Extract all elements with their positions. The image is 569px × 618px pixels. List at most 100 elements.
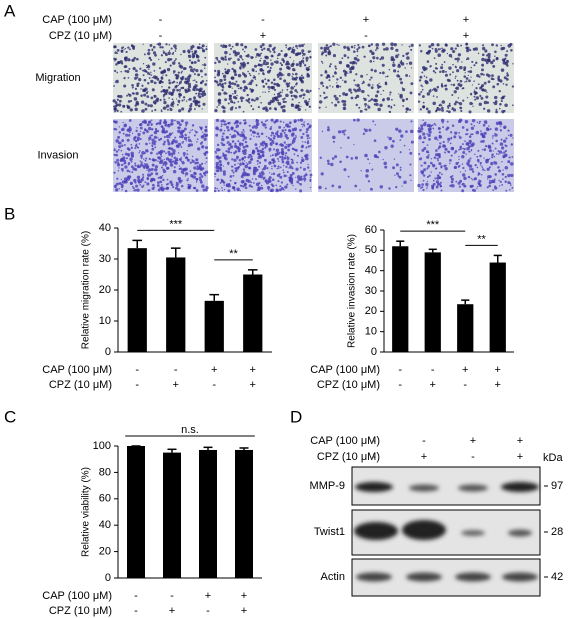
cell <box>224 58 228 61</box>
cell <box>447 107 450 109</box>
cell <box>419 135 422 138</box>
cell <box>309 186 312 189</box>
cell <box>182 96 186 99</box>
cell <box>370 68 374 72</box>
cell <box>229 142 232 146</box>
cell <box>437 53 442 57</box>
cell <box>434 167 437 170</box>
cell <box>230 151 233 154</box>
cell <box>232 141 234 143</box>
cell <box>258 165 261 168</box>
cell <box>459 65 463 70</box>
cell <box>257 105 260 109</box>
cell <box>140 88 142 90</box>
condition-state: + <box>470 435 476 447</box>
cell <box>186 158 190 162</box>
cell <box>408 61 413 65</box>
cell <box>263 47 266 50</box>
cell <box>282 59 286 63</box>
cell <box>178 109 182 113</box>
cell <box>200 90 203 92</box>
cell <box>246 61 250 65</box>
cell <box>179 65 184 69</box>
cell <box>498 179 500 182</box>
cell <box>216 73 221 77</box>
cell <box>197 59 200 62</box>
cell <box>503 76 507 80</box>
cell <box>282 169 284 171</box>
cell <box>149 58 153 62</box>
cell <box>205 45 208 48</box>
cell <box>493 178 496 181</box>
cell <box>139 150 141 152</box>
cell <box>179 97 181 99</box>
cell <box>177 71 180 74</box>
cell <box>118 181 122 186</box>
condition-state: - <box>135 379 139 391</box>
cell <box>282 121 285 124</box>
cell <box>426 133 428 135</box>
cell <box>246 99 250 103</box>
cell <box>280 151 285 155</box>
cell <box>118 131 121 134</box>
cell <box>459 147 462 150</box>
cell <box>468 150 470 153</box>
cell <box>217 84 220 87</box>
cell <box>305 103 309 107</box>
cell <box>194 161 198 165</box>
cell <box>145 64 148 67</box>
cell <box>453 135 457 139</box>
cell <box>115 182 119 186</box>
cell <box>194 172 197 175</box>
cell <box>121 144 124 147</box>
cell <box>154 146 157 149</box>
cell <box>229 145 234 149</box>
cell <box>253 99 256 102</box>
cell <box>156 129 160 133</box>
cell <box>426 60 430 63</box>
cell <box>284 134 288 138</box>
cell <box>486 186 489 189</box>
cell <box>255 178 258 180</box>
cell <box>421 186 424 189</box>
cell <box>172 169 177 174</box>
cell <box>268 179 271 182</box>
cell <box>188 59 192 62</box>
cell <box>338 94 341 97</box>
cell <box>289 130 292 133</box>
cell <box>286 88 289 91</box>
cell <box>254 48 258 51</box>
cell <box>442 140 445 144</box>
cell <box>126 94 129 97</box>
cell <box>245 86 248 90</box>
cell <box>353 144 355 146</box>
cell <box>138 143 141 145</box>
cell <box>145 142 148 146</box>
cell <box>396 172 399 176</box>
cell <box>417 100 421 103</box>
cell <box>278 151 281 154</box>
cell <box>186 153 189 156</box>
cell <box>323 96 327 100</box>
cell <box>510 143 514 146</box>
cell <box>255 118 258 122</box>
cell <box>307 74 310 77</box>
cell <box>165 134 170 139</box>
cell <box>167 58 171 62</box>
cell <box>495 44 499 47</box>
cell <box>512 104 514 107</box>
cell <box>486 178 489 180</box>
cell <box>395 185 398 189</box>
cell <box>320 172 324 176</box>
cell <box>241 143 244 145</box>
cell <box>148 171 150 173</box>
cell <box>187 99 190 101</box>
cell <box>461 189 465 193</box>
cell <box>275 60 279 64</box>
band <box>461 530 485 536</box>
cell <box>247 70 249 73</box>
cell <box>291 75 293 78</box>
cell <box>275 184 278 187</box>
cell <box>486 158 489 162</box>
cell <box>144 107 148 111</box>
